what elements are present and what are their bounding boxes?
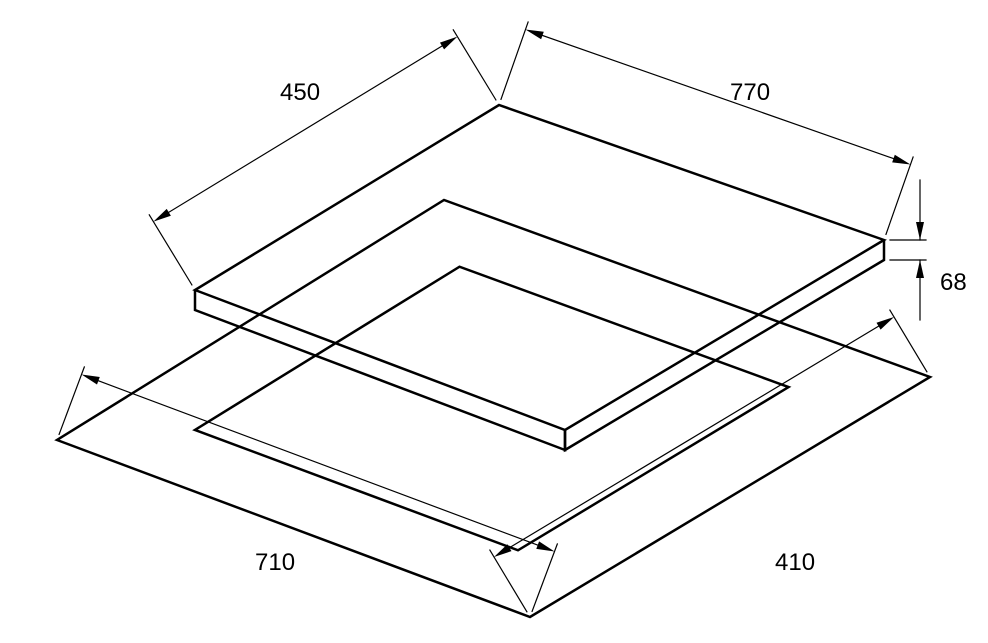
cooktop-dimension-diagram: 450 770 710 410 68 — [0, 0, 988, 643]
dim-label-450: 450 — [280, 79, 320, 106]
dim-label-710: 710 — [255, 549, 295, 576]
dim-label-770: 770 — [730, 79, 770, 106]
dim-label-410: 410 — [775, 549, 815, 576]
dim-label-68: 68 — [940, 269, 967, 296]
